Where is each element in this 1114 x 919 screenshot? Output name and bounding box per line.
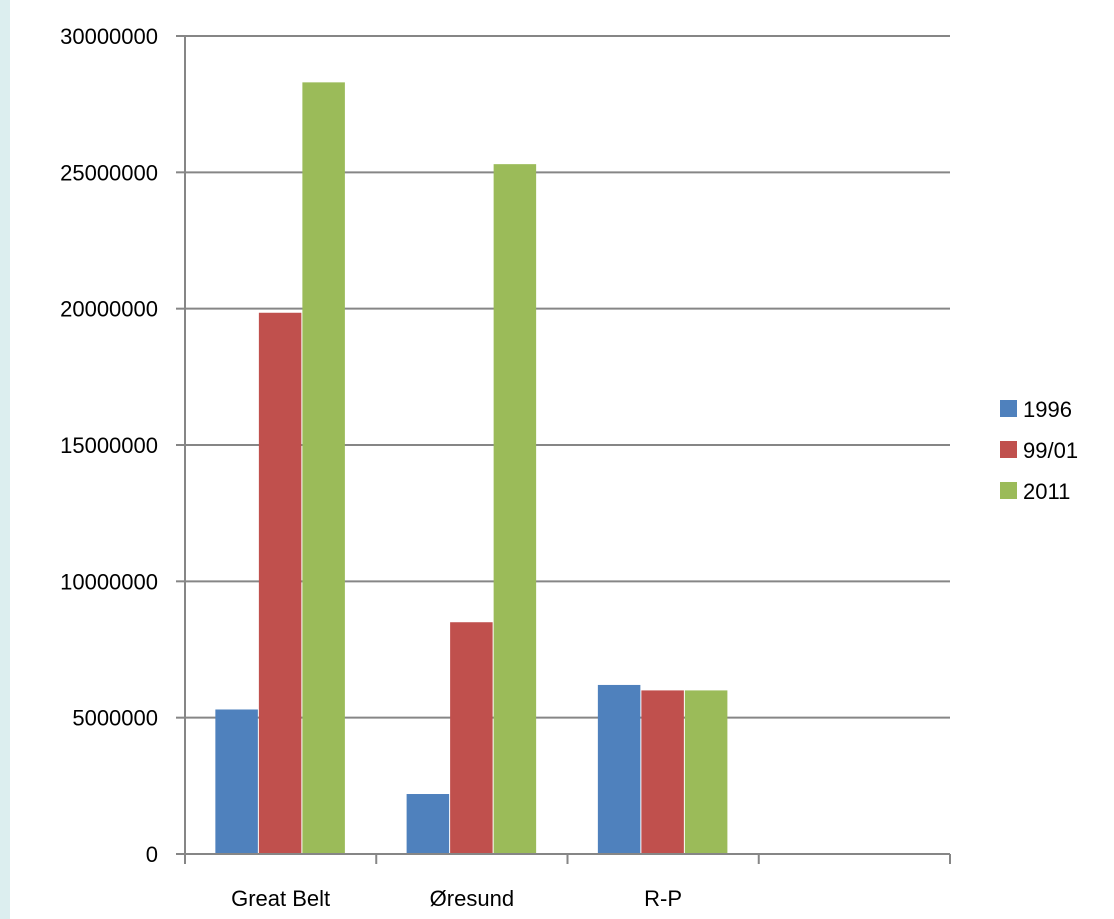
x-category-label: R-P [644, 886, 682, 911]
bar [450, 622, 493, 854]
legend: 1996 99/01 2011 [1000, 397, 1078, 504]
bar [641, 690, 684, 854]
legend-swatch [1000, 482, 1017, 499]
y-tick-label: 0 [146, 842, 158, 867]
bar [406, 794, 450, 854]
bar [302, 82, 345, 854]
x-axis-category-labels: Great Belt Øresund R-P [231, 886, 682, 911]
y-tick-label: 5000000 [72, 706, 158, 731]
bars [215, 82, 728, 855]
x-category-label: Øresund [430, 886, 514, 911]
bar [597, 684, 641, 854]
y-tick-label: 10000000 [60, 569, 158, 594]
y-tick-label: 30000000 [60, 24, 158, 49]
y-tick-label: 15000000 [60, 433, 158, 458]
bar [258, 312, 302, 854]
bar [493, 164, 537, 855]
y-tick-label: 20000000 [60, 297, 158, 322]
y-tick-label: 25000000 [60, 160, 158, 185]
legend-label: 1996 [1023, 397, 1072, 422]
y-axis-tick-labels: 0 5000000 10000000 15000000 20000000 25000000… [60, 24, 158, 867]
axes [176, 35, 951, 864]
legend-label: 99/01 [1023, 438, 1078, 463]
bar [215, 709, 258, 854]
chart-area-background [10, 0, 1114, 919]
x-category-label: Great Belt [231, 886, 330, 911]
legend-swatch [1000, 400, 1017, 417]
legend-label: 2011 [1023, 479, 1070, 504]
bar [684, 690, 728, 854]
legend-swatch [1000, 441, 1017, 458]
